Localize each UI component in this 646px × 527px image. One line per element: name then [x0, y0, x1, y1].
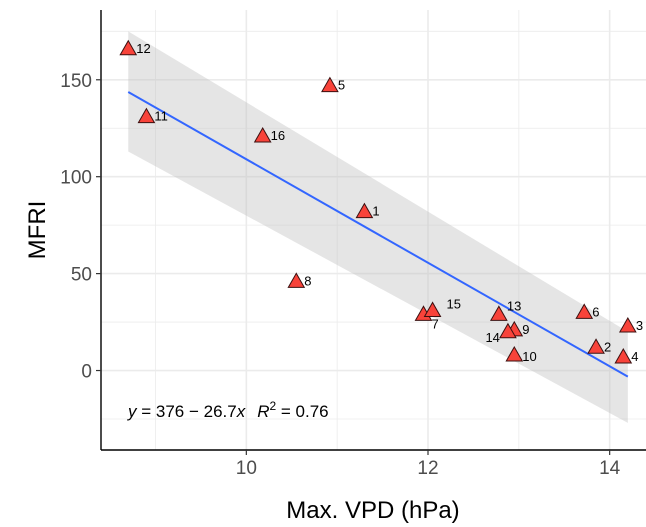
data-point-marker [499, 322, 517, 339]
regression-line [127, 91, 629, 378]
y-tick-label: 150 [60, 71, 92, 92]
point-label: 1 [372, 204, 379, 219]
data-point-marker [505, 346, 524, 362]
data-point-marker [287, 272, 306, 288]
eq-r-sup: 2 [269, 399, 276, 413]
x-tick-label: 10 [236, 458, 257, 479]
grid-layer [101, 10, 646, 450]
point-label: 12 [136, 41, 150, 56]
confidence-ribbon [128, 31, 628, 423]
point-label: 14 [485, 330, 499, 345]
eq-x: x [236, 402, 246, 421]
point-label: 2 [604, 339, 611, 354]
x-tick-label: 14 [599, 458, 621, 479]
point-label: 8 [304, 273, 311, 288]
point-label: 16 [271, 128, 285, 143]
data-point-marker [575, 303, 594, 319]
data-point-marker [119, 39, 138, 56]
eq-r: R [257, 402, 269, 421]
point-label: 6 [592, 304, 599, 319]
data-point-marker [587, 338, 605, 354]
y-tick-label: 0 [81, 362, 92, 383]
data-point-marker [253, 126, 272, 143]
point-label: 11 [154, 109, 168, 124]
point-label: 15 [447, 296, 461, 311]
point-label: 7 [431, 316, 438, 331]
data-point-marker [321, 76, 339, 93]
point-label: 3 [636, 318, 643, 333]
eq-mid: = 376 − 26.7 [137, 402, 237, 421]
data-point-marker [137, 107, 156, 124]
data-point-marker [618, 316, 637, 333]
data-point-marker [355, 202, 374, 219]
data-point-marker [489, 305, 508, 321]
data-point-marker [423, 301, 442, 317]
eq-y: y [127, 402, 138, 421]
eq-r-value: = 0.76 [276, 402, 328, 421]
y-axis-title: MFRI [24, 201, 51, 260]
point-label: 9 [522, 322, 529, 337]
y-tick-label: 100 [60, 168, 92, 189]
y-tick-label: 50 [71, 265, 92, 286]
data-point-marker [614, 347, 633, 364]
point-label: 10 [522, 349, 536, 364]
regression-equation: y = 376 − 26.7x R2 = 0.76 [127, 399, 329, 421]
point-label: 4 [631, 349, 638, 364]
x-axis-title: Max. VPD (hPa) [286, 497, 459, 524]
x-tick-label: 12 [417, 458, 438, 479]
point-label: 13 [507, 298, 521, 313]
point-label: 5 [338, 78, 345, 93]
plot-panel [101, 10, 646, 450]
